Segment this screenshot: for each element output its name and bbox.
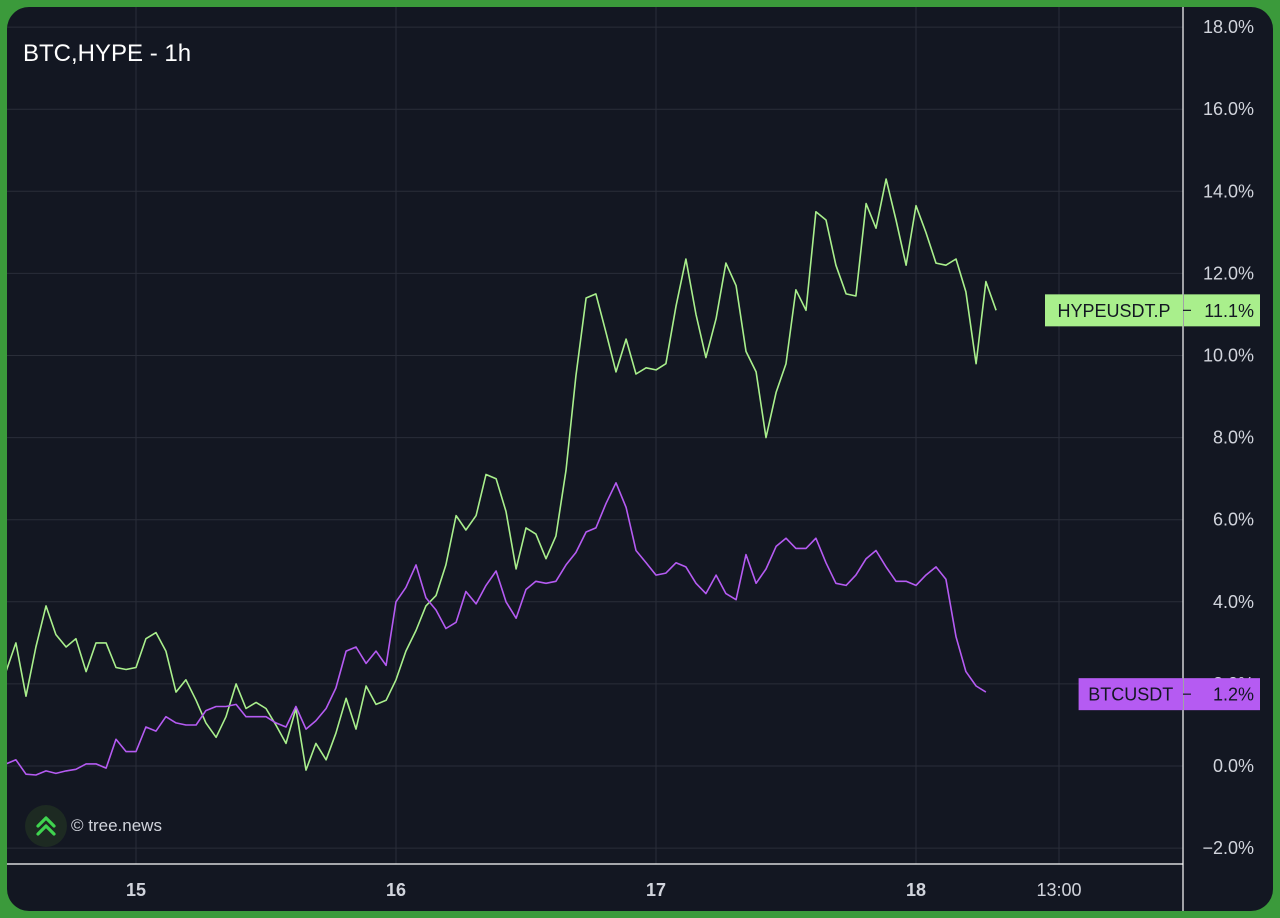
x-tick-label: 17 <box>646 880 666 900</box>
tree-news-logo-icon <box>25 805 67 847</box>
price-chart[interactable]: −2.0%0.0%2.0%4.0%6.0%8.0%10.0%12.0%14.0%… <box>7 7 1273 911</box>
watermark-text: © tree.news <box>71 816 162 835</box>
series-value-tag <box>1184 678 1260 711</box>
y-tick-label: 16.0% <box>1203 99 1254 119</box>
x-tick-label: 18 <box>906 880 926 900</box>
series-line-btcusdt[interactable] <box>7 481 987 776</box>
series-tag-btcusdt[interactable]: BTCUSDT 1.2% <box>1078 678 1260 711</box>
y-tick-label: 14.0% <box>1203 181 1254 201</box>
chart-title: BTC,HYPE - 1h <box>23 40 192 67</box>
y-tick-label: 6.0% <box>1213 510 1254 530</box>
y-tick-label: 10.0% <box>1203 346 1254 366</box>
y-tick-label: 8.0% <box>1213 428 1254 448</box>
series-name-tag <box>1045 294 1183 327</box>
y-tick-label: 12.0% <box>1203 263 1254 283</box>
y-tick-label: 4.0% <box>1213 592 1254 612</box>
y-tick-label: −2.0% <box>1202 838 1254 858</box>
y-tick-label: 18.0% <box>1203 17 1254 37</box>
series-name-label: BTCUSDT <box>1088 685 1173 705</box>
series-tag-hypeusdt-p[interactable]: HYPEUSDT.P 11.1% <box>1045 294 1260 327</box>
y-tick-label: 0.0% <box>1213 756 1254 776</box>
x-tick-label: 16 <box>386 880 406 900</box>
x-tick-label: 13:00 <box>1036 880 1081 900</box>
x-tick-label: 15 <box>126 880 146 900</box>
series-name-label: HYPEUSDT.P <box>1057 301 1170 321</box>
series-value-tag <box>1184 294 1260 327</box>
chart-frame: −2.0%0.0%2.0%4.0%6.0%8.0%10.0%12.0%14.0%… <box>7 7 1273 911</box>
series-value-label: 11.1% <box>1204 301 1254 321</box>
watermark[interactable]: © tree.news <box>25 805 162 847</box>
series-value-label: 1.2% <box>1213 685 1254 705</box>
series-line-hypeusdt-p[interactable] <box>7 178 997 771</box>
series-name-tag <box>1078 678 1183 711</box>
